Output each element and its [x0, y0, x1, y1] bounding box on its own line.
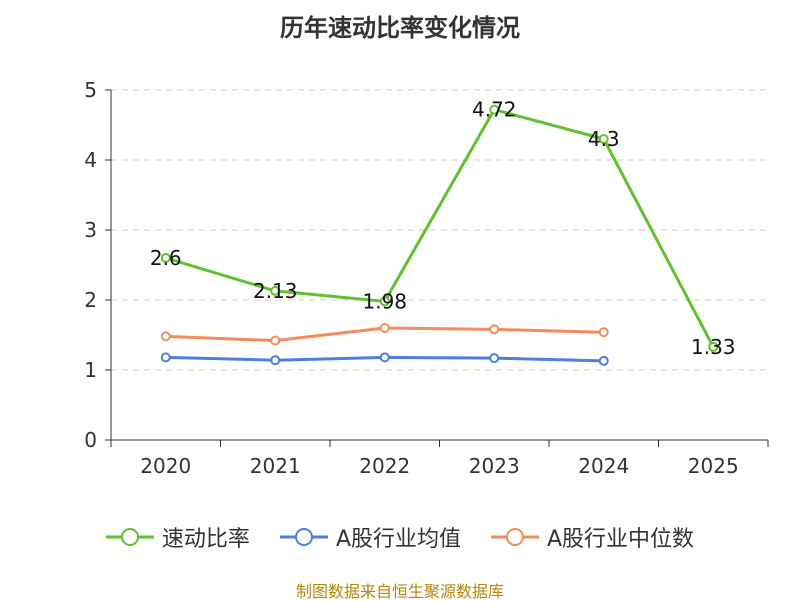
series-2-point-3 — [489, 324, 500, 335]
series-line-0 — [165, 108, 715, 348]
data-label-3: 4.72 — [472, 98, 517, 122]
series-0-point-4 — [598, 134, 609, 144]
series-0-point-3 — [489, 104, 500, 115]
data-label-1: 2.13 — [253, 279, 298, 303]
data-label-2: 1.98 — [362, 289, 407, 313]
x-tick-label-3: 2023 — [469, 454, 520, 478]
series-2-point-0 — [160, 331, 171, 342]
x-tick-label-2: 2022 — [359, 454, 410, 478]
legend-item-2[interactable]: A股行业中位数 — [491, 521, 694, 553]
legend-dot-1 — [294, 528, 313, 546]
y-tick-label-0: 0 — [84, 428, 97, 452]
series-0-point-1 — [270, 285, 281, 296]
y-tick-label-5: 5 — [84, 78, 97, 102]
legend-label-1: A股行业均值 — [335, 527, 461, 552]
legend: 速动比率 A股行业均值 A股行业中位数 — [0, 520, 800, 554]
legend-label-0: 速动比率 — [161, 527, 250, 552]
y-tick-label-3: 3 — [84, 218, 97, 242]
series-0-point-0 — [160, 253, 171, 263]
series-1-point-3 — [489, 353, 500, 364]
source-note: 制图数据来自恒生聚源数据库 — [295, 582, 504, 601]
series-0-point-2 — [379, 296, 390, 307]
x-tick-label-0: 2020 — [140, 454, 191, 478]
series-0-point-5 — [708, 341, 719, 352]
legend-label-2: A股行业中位数 — [547, 527, 695, 552]
series-1-point-0 — [160, 352, 171, 363]
y-tick-label-1: 1 — [84, 358, 97, 382]
y-tick-label-2: 2 — [84, 288, 97, 312]
data-label-4: 4.3 — [588, 127, 620, 151]
series-1-point-2 — [379, 352, 390, 363]
x-tick-label-1: 2021 — [250, 454, 301, 478]
data-label-5: 1.33 — [691, 335, 736, 359]
chart-title: 历年速动比率变化情况 — [280, 14, 520, 42]
legend-item-0[interactable]: 速动比率 — [105, 521, 250, 553]
x-tick-label-4: 2024 — [578, 454, 629, 478]
series-1-point-4 — [598, 355, 609, 366]
series-1-point-1 — [270, 355, 281, 366]
legend-item-1[interactable]: A股行业均值 — [279, 521, 461, 553]
legend-marker-0 — [105, 528, 154, 546]
series-2-point-1 — [270, 335, 281, 346]
legend-marker-1 — [279, 528, 328, 546]
legend-dot-2 — [506, 528, 524, 546]
data-label-0: 2.6 — [150, 246, 182, 270]
series-2-point-4 — [598, 327, 609, 338]
legend-marker-2 — [491, 528, 539, 546]
y-tick-label-4: 4 — [84, 148, 97, 172]
series-2-point-2 — [379, 323, 390, 333]
x-tick-label-5: 2025 — [688, 454, 739, 478]
legend-dot-0 — [120, 528, 139, 546]
